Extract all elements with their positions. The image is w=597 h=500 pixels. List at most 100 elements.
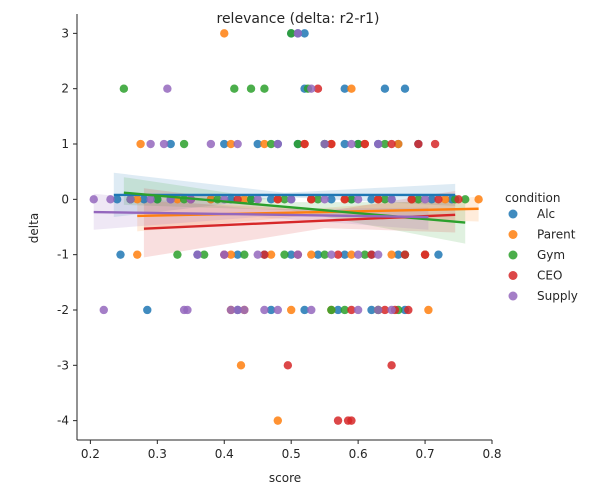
data-point-ceo — [367, 250, 376, 259]
data-point-alc — [233, 250, 242, 259]
x-tick-label: 0.3 — [148, 447, 167, 461]
x-tick-label: 0.2 — [81, 447, 100, 461]
data-point-parent — [266, 250, 276, 259]
data-point-ceo — [313, 84, 323, 93]
data-point-parent — [474, 195, 483, 204]
data-point-ceo — [430, 139, 440, 149]
data-point-gym — [179, 139, 189, 149]
x-tick-label: 0.4 — [215, 447, 234, 461]
y-ticks: -4 -3 -2 -1 0 1 2 3 — [57, 26, 77, 428]
data-point-parent — [394, 139, 403, 149]
data-point-supply — [159, 139, 169, 149]
data-point-ceo — [380, 305, 390, 315]
data-point-gym — [119, 84, 129, 93]
data-point-parent — [133, 250, 142, 259]
data-point-gym — [240, 250, 249, 259]
data-point-parent — [440, 195, 450, 204]
legend: condition Alc Parent Gym CEO Supply — [505, 191, 578, 303]
legend-marker-parent — [508, 230, 518, 239]
data-point-gym — [199, 250, 209, 259]
data-point-parent — [226, 139, 236, 149]
data-point-alc — [394, 250, 403, 259]
data-point-supply — [293, 250, 303, 259]
data-point-supply — [273, 139, 283, 149]
x-tick-label: 0.7 — [416, 447, 435, 461]
data-point-ceo — [387, 361, 396, 370]
legend-marker-gym — [508, 250, 518, 260]
data-point-gym — [173, 250, 182, 259]
data-point-gym — [266, 139, 276, 149]
data-point-supply — [387, 195, 396, 204]
x-tick-label: 0.5 — [282, 447, 301, 461]
y-tick-label: -4 — [57, 414, 69, 428]
data-point-ceo — [347, 416, 356, 425]
x-tick-label: 0.8 — [482, 447, 501, 461]
data-point-parent — [236, 361, 246, 370]
data-point-ceo — [347, 305, 356, 315]
legend-marker-alc — [508, 209, 518, 219]
data-point-alc — [300, 305, 309, 315]
data-point-ceo — [360, 139, 370, 149]
data-point-ceo — [374, 195, 383, 204]
data-point-supply — [240, 305, 249, 315]
data-point-ceo — [404, 305, 413, 315]
data-point-parent — [240, 195, 249, 204]
legend-marker-supply — [508, 291, 518, 301]
data-point-alc — [286, 250, 296, 259]
data-point-alc — [333, 305, 343, 315]
fit-line-supply — [93, 210, 429, 219]
data-point-ceo — [333, 250, 343, 259]
data-point-parent — [136, 139, 145, 149]
data-point-supply — [193, 250, 202, 259]
y-axis-label: delta — [27, 213, 41, 243]
data-point-gym — [380, 139, 390, 149]
data-point-supply — [307, 84, 316, 93]
x-ticks: 0.2 0.3 0.4 0.5 0.6 0.7 0.8 — [81, 440, 502, 461]
data-point-supply — [374, 305, 383, 315]
data-point-ceo — [407, 195, 416, 204]
data-point-ceo — [454, 195, 463, 204]
data-point-gym — [313, 195, 323, 204]
data-point-supply — [89, 195, 98, 204]
data-point-supply — [387, 305, 396, 315]
data-point-parent — [226, 250, 236, 259]
data-point-alc — [253, 139, 262, 149]
y-tick-label: -3 — [57, 358, 69, 372]
data-point-parent — [133, 195, 142, 204]
data-point-alc — [266, 195, 276, 204]
data-point-ceo — [387, 139, 396, 149]
data-point-gym — [353, 139, 363, 149]
data-point-alc — [327, 195, 336, 204]
data-point-supply — [374, 250, 383, 259]
data-point-ceo — [283, 361, 293, 370]
data-point-alc — [400, 84, 410, 93]
data-point-supply — [99, 305, 108, 315]
data-point-alc — [380, 84, 390, 93]
data-point-gym — [380, 195, 390, 204]
data-point-ceo — [307, 195, 316, 204]
x-tick-label: 0.6 — [349, 447, 368, 461]
legend-label-gym: Gym — [537, 248, 565, 262]
data-point-gym — [414, 195, 423, 204]
data-point-supply — [327, 250, 336, 259]
y-tick-label: -2 — [57, 303, 69, 317]
data-point-ceo — [340, 195, 349, 204]
data-point-gym — [360, 250, 370, 259]
data-point-supply — [286, 195, 296, 204]
data-point-gym — [246, 84, 256, 93]
data-point-alc — [300, 29, 309, 38]
data-point-ceo — [420, 250, 430, 259]
data-point-alc — [166, 139, 175, 149]
data-point-gym — [286, 29, 296, 38]
data-point-supply — [146, 139, 155, 149]
y-tick-label: -1 — [57, 248, 69, 262]
data-point-gym — [280, 195, 289, 204]
data-point-supply — [320, 195, 329, 204]
data-point-supply — [420, 195, 430, 204]
data-point-supply — [347, 139, 356, 149]
data-point-supply — [226, 305, 236, 315]
data-point-alc — [313, 250, 323, 259]
legend-title: condition — [505, 191, 560, 205]
data-point-gym — [461, 195, 470, 204]
